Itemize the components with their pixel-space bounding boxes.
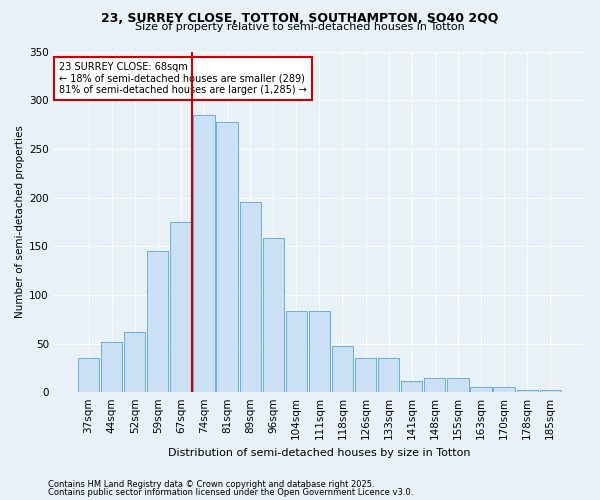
Bar xyxy=(101,342,122,392)
Bar xyxy=(517,390,538,392)
Text: Contains HM Land Registry data © Crown copyright and database right 2025.: Contains HM Land Registry data © Crown c… xyxy=(48,480,374,489)
Bar xyxy=(332,346,353,392)
Bar xyxy=(263,238,284,392)
Bar xyxy=(309,312,330,392)
Bar xyxy=(217,122,238,392)
Bar xyxy=(78,358,99,392)
Bar xyxy=(378,358,399,392)
Bar xyxy=(424,378,445,392)
Bar xyxy=(539,390,561,392)
Y-axis label: Number of semi-detached properties: Number of semi-detached properties xyxy=(15,126,25,318)
Bar xyxy=(447,378,469,392)
Bar xyxy=(239,202,261,392)
X-axis label: Distribution of semi-detached houses by size in Totton: Distribution of semi-detached houses by … xyxy=(168,448,470,458)
Text: Size of property relative to semi-detached houses in Totton: Size of property relative to semi-detach… xyxy=(135,22,465,32)
Text: 23 SURREY CLOSE: 68sqm
← 18% of semi-detached houses are smaller (289)
81% of se: 23 SURREY CLOSE: 68sqm ← 18% of semi-det… xyxy=(59,62,307,95)
Text: 23, SURREY CLOSE, TOTTON, SOUTHAMPTON, SO40 2QQ: 23, SURREY CLOSE, TOTTON, SOUTHAMPTON, S… xyxy=(101,12,499,26)
Bar xyxy=(147,251,169,392)
Text: Contains public sector information licensed under the Open Government Licence v3: Contains public sector information licen… xyxy=(48,488,413,497)
Bar xyxy=(355,358,376,392)
Bar xyxy=(170,222,191,392)
Bar xyxy=(193,115,215,392)
Bar xyxy=(401,380,422,392)
Bar xyxy=(286,312,307,392)
Bar xyxy=(470,388,491,392)
Bar xyxy=(493,388,515,392)
Bar xyxy=(124,332,145,392)
